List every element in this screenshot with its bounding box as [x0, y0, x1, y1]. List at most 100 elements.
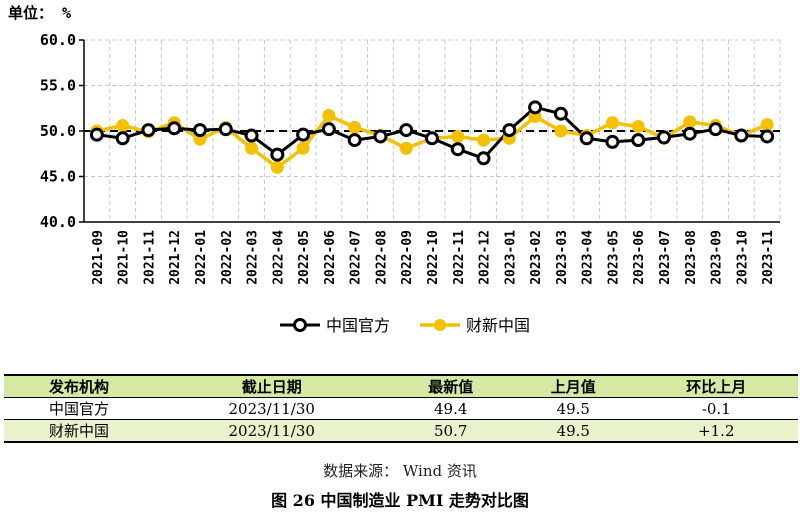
x-tick-label: 2023-04 [581, 230, 596, 285]
cell-cutoff-date: 2023/11/30 [154, 419, 390, 443]
data-point-official [296, 127, 311, 142]
data-point-caixin [245, 141, 259, 155]
stats-table: 发布机构 截止日期 最新值 上月值 环比上月 中国官方 2023/11/30 4… [4, 374, 798, 443]
x-tick-label: 2022-05 [297, 230, 312, 285]
data-point-caixin [270, 160, 284, 174]
x-tick-label: 2021-12 [168, 230, 183, 285]
data-point-caixin [554, 124, 568, 138]
x-tick-label: 2021-11 [142, 230, 157, 285]
x-tick-label: 2022-09 [400, 230, 415, 285]
data-point-official [270, 147, 285, 162]
data-point-official [244, 128, 259, 143]
cell-institution: 中国官方 [4, 397, 154, 420]
data-point-official [115, 131, 130, 146]
data-point-official [760, 129, 775, 144]
pmi-line-chart: 40.0 45.0 50.0 55.0 60.0 2021-09 2021-10 2021-1… [40, 31, 781, 335]
table-header-row: 发布机构 截止日期 最新值 上月值 环比上月 [4, 374, 798, 398]
y-tick-label: 60.0 [40, 31, 76, 49]
cell-institution: 财新中国 [4, 419, 154, 443]
x-tick-label: 2022-07 [349, 230, 364, 285]
cell-mom-change: +1.2 [634, 419, 798, 443]
x-tick-label: 2023-07 [658, 230, 673, 285]
data-point-caixin [116, 119, 130, 133]
data-point-caixin [296, 141, 310, 155]
y-tick-label: 50.0 [40, 122, 76, 140]
data-point-official [399, 123, 414, 138]
figure-caption: 图 26 中国制造业 PMI 走势对比图 [271, 491, 529, 510]
data-point-official [502, 123, 517, 138]
table-row: 财新中国 2023/11/30 50.7 49.5 +1.2 [4, 419, 798, 443]
data-point-caixin [760, 118, 774, 132]
data-point-official [450, 142, 465, 157]
header-cutoff-date: 截止日期 [154, 374, 390, 398]
x-tick-label: 2022-04 [271, 230, 286, 285]
data-point-official [373, 129, 388, 144]
data-point-official [657, 130, 671, 145]
header-institution: 发布机构 [4, 374, 154, 398]
data-point-official [476, 151, 491, 166]
data-point-official [605, 134, 620, 149]
data-point-caixin [451, 129, 465, 143]
cell-mom-change: -0.1 [634, 397, 798, 420]
header-mom-change: 环比上月 [634, 374, 798, 398]
data-point-caixin [399, 141, 413, 155]
data-point-official [734, 128, 749, 143]
x-tick-label: 2021-10 [117, 230, 132, 285]
cell-latest: 50.7 [389, 419, 512, 443]
legend-label-official: 中国官方 [326, 316, 390, 335]
data-point-official [579, 131, 594, 146]
data-point-official [89, 127, 104, 142]
x-tick-label: 2023-10 [735, 230, 750, 285]
cell-latest: 49.4 [389, 397, 512, 420]
data-point-official [553, 106, 568, 121]
data-point-official [167, 121, 182, 136]
y-tick-label: 45.0 [40, 168, 76, 186]
header-latest: 最新值 [389, 374, 512, 398]
x-tick-label: 2023-08 [684, 230, 699, 285]
cell-cutoff-date: 2023/11/30 [154, 397, 390, 420]
x-tick-label: 2022-02 [220, 230, 235, 285]
x-tick-label: 2022-11 [452, 230, 467, 285]
legend-marker-caixin [434, 319, 446, 331]
x-tick-label: 2023-02 [529, 230, 544, 285]
header-previous: 上月值 [512, 374, 635, 398]
x-tick-label: 2021-09 [91, 230, 106, 285]
data-point-caixin [348, 120, 362, 134]
x-tick-label: 2022-12 [478, 230, 493, 285]
x-tick-label: 2023-06 [632, 230, 647, 285]
data-source-note: 数据来源： Wind 资讯 [323, 462, 477, 480]
data-point-caixin [631, 119, 645, 133]
x-tick-label: 2023-05 [606, 230, 621, 285]
legend-marker-official [293, 318, 307, 332]
table-row: 中国官方 2023/11/30 49.4 49.5 -0.1 [4, 397, 798, 420]
legend-label-caixin: 财新中国 [466, 316, 530, 335]
unit-label: 单位： % [8, 4, 72, 22]
x-tick-label: 2022-06 [323, 230, 338, 285]
x-tick-label: 2023-01 [503, 230, 518, 285]
data-point-official [193, 123, 207, 138]
x-tick-label: 2023-09 [710, 230, 725, 285]
data-point-official [425, 131, 439, 146]
data-point-official [321, 122, 336, 137]
data-point-official [708, 122, 723, 137]
data-point-official [141, 123, 156, 138]
data-point-official [682, 126, 697, 141]
y-tick-label: 40.0 [40, 213, 76, 231]
data-point-caixin [605, 116, 619, 130]
x-tick-label: 2022-10 [426, 230, 441, 285]
x-tick-label: 2023-11 [761, 230, 776, 285]
y-tick-label: 55.0 [40, 77, 76, 95]
data-point-official [631, 133, 646, 148]
data-point-caixin [683, 115, 697, 129]
cell-previous: 49.5 [512, 397, 635, 420]
x-tick-label: 2022-08 [374, 230, 389, 285]
x-tick-label: 2023-03 [555, 230, 570, 285]
data-point-official [528, 100, 543, 115]
x-tick-label: 2022-03 [246, 230, 261, 285]
data-point-caixin [322, 109, 336, 123]
x-tick-label: 2022-01 [194, 230, 209, 285]
data-point-official [347, 133, 362, 148]
data-point-official [218, 122, 233, 137]
data-point-caixin [477, 133, 491, 147]
cell-previous: 49.5 [512, 419, 635, 443]
